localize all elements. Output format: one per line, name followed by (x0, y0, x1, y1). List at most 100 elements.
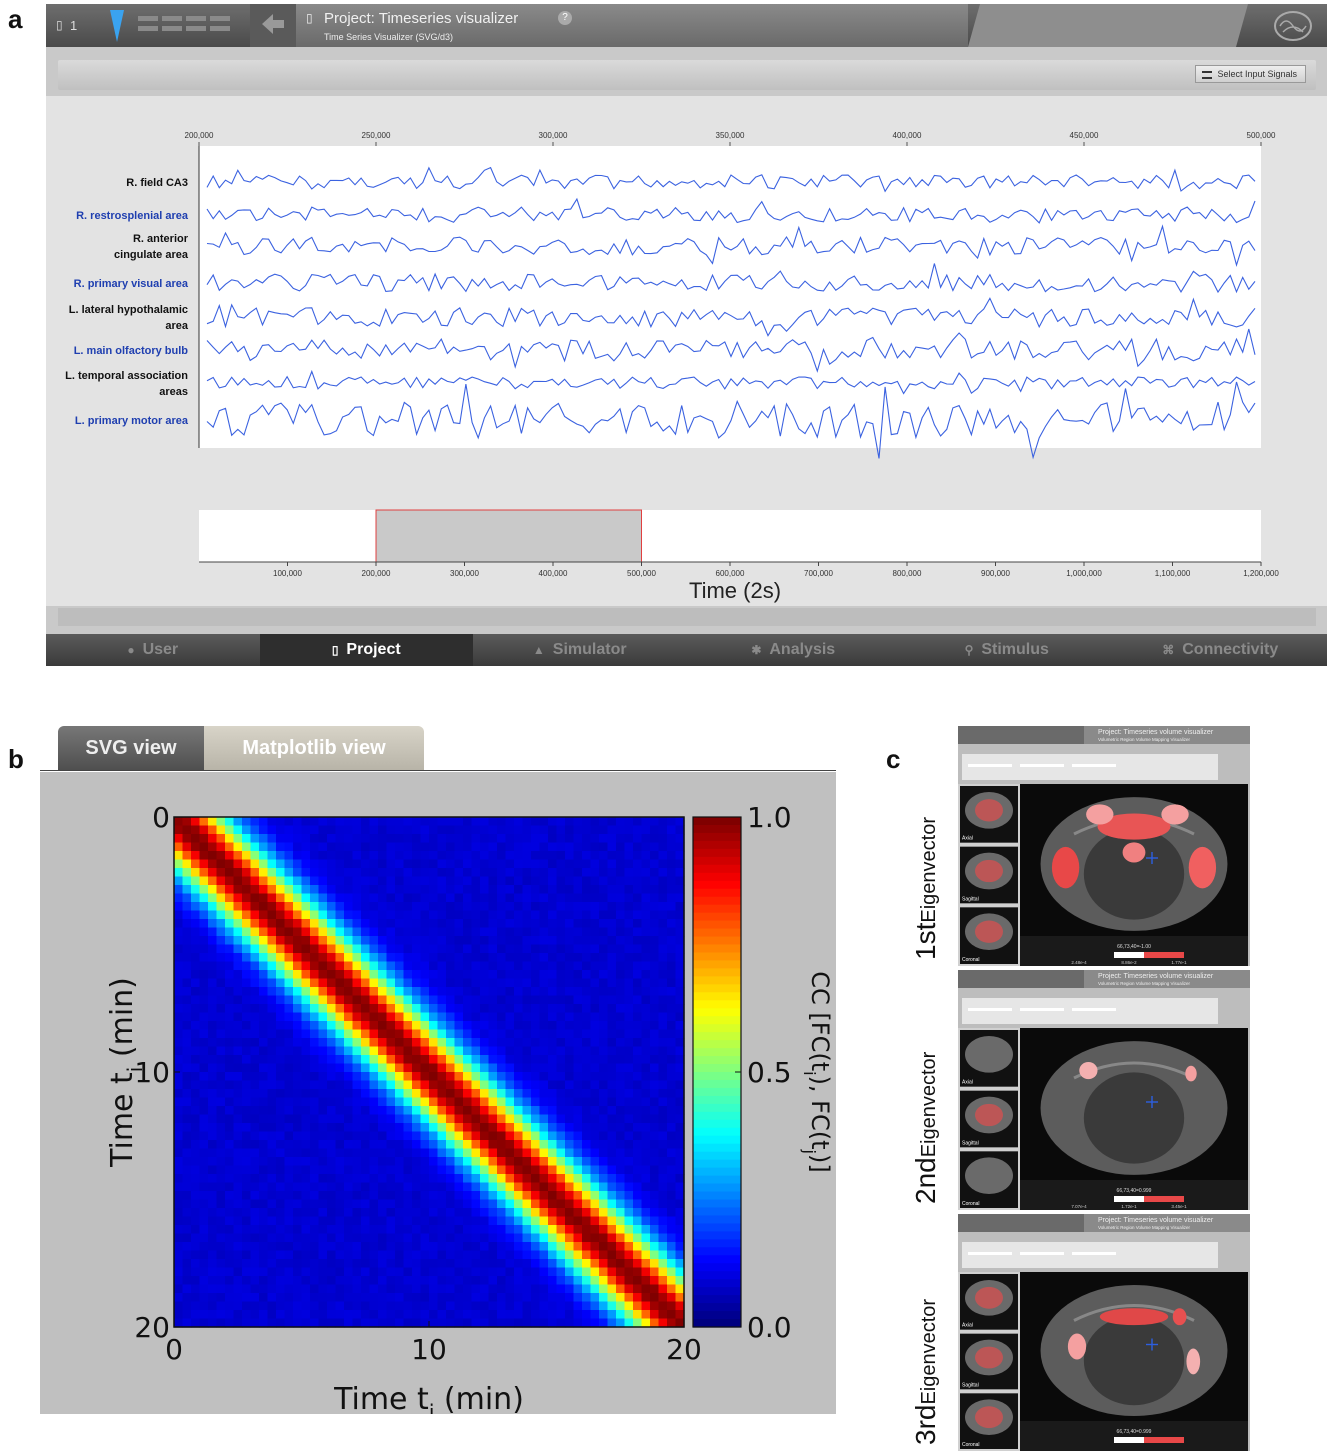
heatmap-cell (369, 825, 379, 835)
timeseries-chart[interactable]: 200,000 250,000 300,000 350,000 400,000 450,0… (46, 96, 1327, 606)
heatmap-cell (624, 834, 634, 844)
heatmap-cell (624, 1080, 634, 1090)
nav-user[interactable]: ● User (46, 634, 260, 666)
heatmap-cell (582, 868, 592, 878)
heatmap-cell (582, 944, 592, 954)
nav-simulator[interactable]: ▲ Simulator (473, 634, 687, 666)
nav-analysis[interactable]: ✱ Analysis (687, 634, 901, 666)
tab-matplotlib-view[interactable]: Matplotlib view (204, 726, 424, 770)
heatmap-cell (301, 1089, 311, 1099)
signal-line (206, 328, 1256, 373)
heatmap-cell (386, 1165, 396, 1175)
activation-region (1185, 1065, 1197, 1082)
tab-svg-view[interactable]: SVG view (58, 726, 204, 770)
heatmap-cell (276, 1097, 286, 1107)
heatmap-cell (395, 1140, 405, 1150)
volume-visualizer-view[interactable]: Project: Timeseries volume visualizerVol… (958, 1214, 1250, 1451)
heatmap-cell (267, 1029, 277, 1039)
nav-connectivity[interactable]: ⌘ Connectivity (1114, 634, 1328, 666)
heatmap-cell (242, 1004, 252, 1014)
heatmap-cell (335, 1182, 345, 1192)
heatmap-cell (259, 817, 269, 827)
heatmap-cell (301, 944, 311, 954)
heatmap-cell (675, 1259, 685, 1269)
heatmap-cell (599, 953, 609, 963)
heatmap-cell (548, 1021, 558, 1031)
mini-slider[interactable] (1072, 764, 1116, 767)
heatmap-cell (182, 1174, 192, 1184)
heatmap-cell (403, 1293, 413, 1303)
heatmap-cell (556, 1038, 566, 1048)
volume-visualizer-view[interactable]: Project: Timeseries volume visualizerVol… (958, 970, 1250, 1210)
back-button[interactable] (250, 4, 296, 47)
heatmap-cell (429, 1310, 439, 1320)
heatmap-cell (548, 953, 558, 963)
heatmap-cell (480, 978, 490, 988)
mini-slider[interactable] (1020, 1252, 1064, 1255)
heatmap-cell (446, 1148, 456, 1158)
heatmap-cell (403, 1242, 413, 1252)
heatmap-cell (276, 1284, 286, 1294)
heatmap-cell (276, 1021, 286, 1031)
heatmap-cell (284, 1267, 294, 1277)
colorbar-step (693, 872, 741, 882)
heatmap-cell (582, 851, 592, 861)
menu-grid-icon[interactable] (138, 16, 234, 36)
heatmap-cell (301, 1182, 311, 1192)
nav-label: Simulator (552, 641, 627, 658)
select-input-signals-button[interactable]: Select Input Signals (1195, 65, 1306, 83)
heatmap-cell (565, 1038, 575, 1048)
heatmap-cell (531, 970, 541, 980)
mini-slider[interactable] (1072, 1252, 1116, 1255)
heatmap-cell (361, 1063, 371, 1073)
heatmap-cell (318, 817, 328, 827)
heatmap-cell (327, 1089, 337, 1099)
heatmap-cell (242, 919, 252, 929)
view-label: Axial (962, 836, 973, 842)
mini-slider[interactable] (1020, 1008, 1064, 1011)
heatmap-cell (650, 1140, 660, 1150)
selection-brush[interactable] (375, 509, 642, 563)
heatmap-cell (225, 1106, 235, 1116)
heatmap-cell (420, 1208, 430, 1218)
heatmap-cell (522, 1284, 532, 1294)
heatmap-cell (429, 936, 439, 946)
volume-visualizer-view[interactable]: Project: Timeseries volume visualizerVol… (958, 726, 1250, 966)
heatmap-cell (242, 1157, 252, 1167)
heatmap-cell (403, 944, 413, 954)
heatmap-cell (403, 1055, 413, 1065)
heatmap-cell (565, 1267, 575, 1277)
mini-slider[interactable] (968, 764, 1012, 767)
heatmap-cell (633, 1157, 643, 1167)
heatmap-cell (369, 1046, 379, 1056)
mini-slider[interactable] (968, 1252, 1012, 1255)
mini-slider[interactable] (1020, 764, 1064, 767)
heatmap-cell (344, 893, 354, 903)
heatmap-cell (573, 1123, 583, 1133)
heatmap-cell (208, 910, 218, 920)
heatmap-cell (658, 1233, 668, 1243)
heatmap-cell (531, 1276, 541, 1286)
heatmap-cell (667, 1140, 677, 1150)
nav-project[interactable]: ▯ Project (259, 634, 473, 666)
heatmap-cell (488, 910, 498, 920)
heatmap-cell (191, 919, 201, 929)
heatmap-cell (276, 1310, 286, 1320)
heatmap-cell (531, 1174, 541, 1184)
heatmap-cell (454, 1267, 464, 1277)
nav-stimulus[interactable]: ⚲ Stimulus (900, 634, 1114, 666)
mini-slider[interactable] (1072, 1008, 1116, 1011)
overview-area[interactable] (199, 510, 1261, 562)
heatmap-cell (471, 1038, 481, 1048)
overview-tick-label: 700,000 (804, 569, 833, 578)
help-icon[interactable]: ? (558, 11, 572, 25)
heatmap-cell (565, 825, 575, 835)
heatmap-cell (641, 1318, 651, 1328)
heatmap-cell (378, 1165, 388, 1175)
mini-slider[interactable] (968, 1008, 1012, 1011)
heatmap-cell (412, 1157, 422, 1167)
heatmap-cell (514, 910, 524, 920)
heatmap-cell (505, 919, 515, 929)
heatmap-cell (301, 868, 311, 878)
